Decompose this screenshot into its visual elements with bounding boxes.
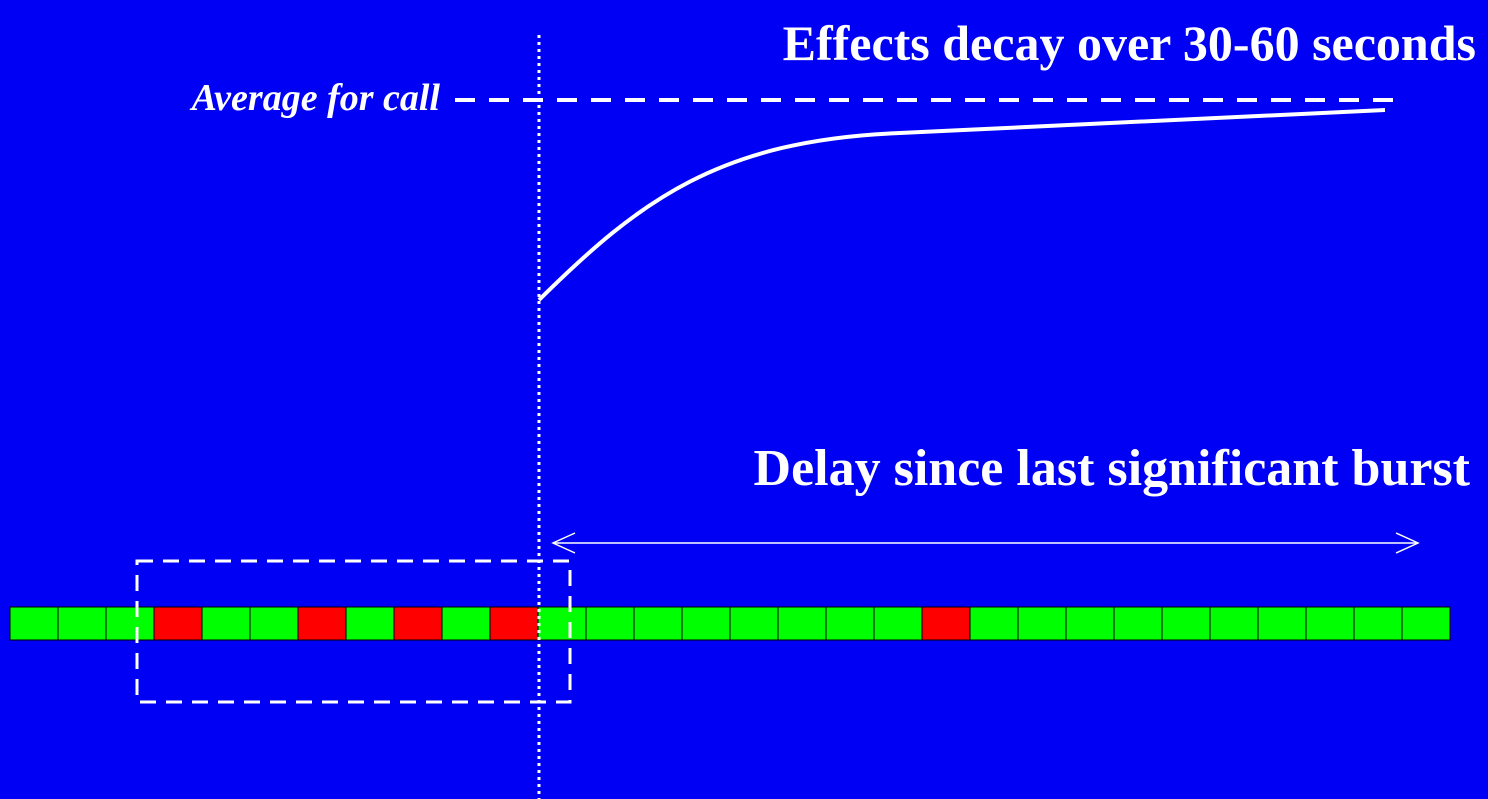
burst-cell xyxy=(297,606,347,641)
silence-cell xyxy=(681,606,731,641)
silence-cell xyxy=(345,606,395,641)
silence-cell xyxy=(873,606,923,641)
silence-cell xyxy=(825,606,875,641)
silence-cell xyxy=(1161,606,1211,641)
cell-row xyxy=(9,606,1451,641)
burst-cell xyxy=(153,606,203,641)
silence-cell xyxy=(57,606,107,641)
burst-cell xyxy=(921,606,971,641)
silence-cell xyxy=(777,606,827,641)
silence-cell xyxy=(1065,606,1115,641)
silence-cell xyxy=(969,606,1019,641)
silence-cell xyxy=(1113,606,1163,641)
silence-cell xyxy=(441,606,491,641)
silence-cell xyxy=(537,606,587,641)
silence-cell xyxy=(1257,606,1307,641)
silence-cell xyxy=(249,606,299,641)
silence-cell xyxy=(201,606,251,641)
delay-label: Delay since last significant burst xyxy=(754,440,1471,497)
silence-cell xyxy=(729,606,779,641)
delay-arrow xyxy=(551,532,1420,554)
burst-cell xyxy=(489,606,539,641)
burst-cell xyxy=(393,606,443,641)
average-label: Average for call xyxy=(190,77,441,119)
silence-cell xyxy=(1353,606,1403,641)
silence-cell xyxy=(1401,606,1451,641)
silence-cell xyxy=(105,606,155,641)
silence-cell xyxy=(633,606,683,641)
silence-cell xyxy=(1305,606,1355,641)
decay-curve xyxy=(537,108,1386,302)
title: Effects decay over 30-60 seconds xyxy=(783,15,1476,71)
silence-cell xyxy=(585,606,635,641)
silence-cell xyxy=(9,606,59,641)
silence-cell xyxy=(1209,606,1259,641)
silence-cell xyxy=(1017,606,1067,641)
burst-window xyxy=(135,559,572,704)
